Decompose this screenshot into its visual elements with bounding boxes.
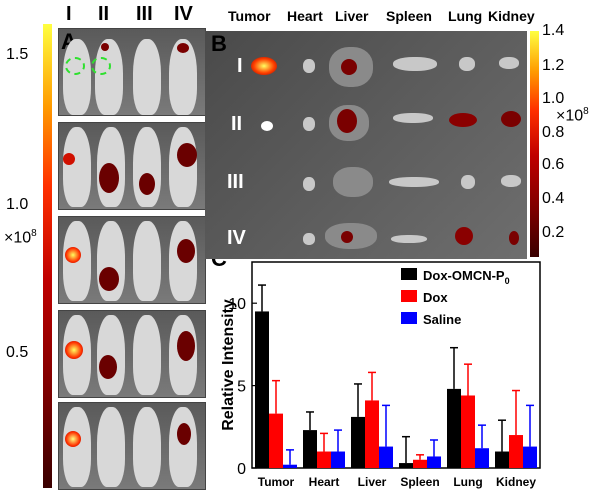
group-label: III bbox=[136, 3, 153, 25]
bar bbox=[317, 451, 331, 468]
group-label: IV bbox=[174, 3, 193, 25]
panel-a-colorbar bbox=[43, 24, 52, 488]
panel-b-colorbar-tick: 0.2 bbox=[542, 224, 565, 241]
bar bbox=[413, 459, 427, 468]
panel-b-colorbar-multiplier: ×108 bbox=[556, 106, 589, 125]
mouse-image-row-2 bbox=[58, 122, 206, 210]
organ-image-panel: B I II III IV bbox=[205, 31, 527, 259]
bar bbox=[283, 464, 297, 468]
mouse-image-row-5 bbox=[58, 402, 206, 490]
column-label-heart: Heart bbox=[287, 8, 323, 24]
legend-swatch bbox=[401, 312, 417, 324]
bar bbox=[509, 435, 523, 468]
bar bbox=[303, 430, 317, 468]
column-label-liver: Liver bbox=[335, 8, 369, 24]
bar bbox=[495, 451, 509, 468]
row-label: III bbox=[227, 171, 244, 193]
bar bbox=[427, 456, 441, 468]
column-label-spleen: Spleen bbox=[386, 8, 432, 24]
bar bbox=[331, 451, 345, 468]
panel-b-colorbar-tick: 0.8 bbox=[542, 124, 565, 141]
column-label-lung: Lung bbox=[448, 8, 483, 24]
bar bbox=[351, 416, 365, 468]
bar bbox=[255, 311, 269, 468]
row-label: I bbox=[237, 55, 243, 77]
mouse-image-row-1: A bbox=[58, 28, 206, 116]
bar bbox=[365, 400, 379, 468]
x-tick-label: Lung bbox=[453, 475, 482, 489]
plot-frame bbox=[251, 261, 541, 469]
panel-b-colorbar-tick: 0.4 bbox=[542, 190, 565, 207]
column-label-tumor: Tumor bbox=[228, 8, 271, 24]
x-tick-label: Tumor bbox=[258, 475, 295, 489]
panel-b-label: B bbox=[211, 31, 227, 56]
legend-label: Dox bbox=[423, 290, 448, 305]
panel-a-colorbar-multiplier: ×108 bbox=[4, 228, 37, 247]
mouse-image-row-3 bbox=[58, 216, 206, 304]
panel-c-label: C bbox=[211, 259, 227, 271]
legend-swatch bbox=[401, 290, 417, 302]
bar bbox=[475, 448, 489, 468]
panel-b-colorbar bbox=[530, 31, 539, 257]
legend-swatch bbox=[401, 268, 417, 280]
bar bbox=[447, 388, 461, 468]
bar bbox=[269, 413, 283, 468]
x-tick-label: Heart bbox=[309, 475, 340, 489]
panel-b-colorbar-tick: 1.4 bbox=[542, 22, 565, 39]
column-label-kidney: Kidney bbox=[488, 8, 535, 24]
mouse-image-row-4 bbox=[58, 310, 206, 398]
group-label: II bbox=[98, 3, 110, 25]
panel-a-colorbar-tick: 1.5 bbox=[6, 46, 29, 63]
panel-a-colorbar-tick: 1.0 bbox=[6, 196, 29, 213]
x-tick-label: Kidney bbox=[496, 475, 536, 489]
y-tick-label: 5 bbox=[237, 379, 246, 396]
y-tick-label: 10 bbox=[228, 296, 246, 313]
panel-a-colorbar-tick: 0.5 bbox=[6, 344, 29, 361]
bar bbox=[461, 395, 475, 468]
row-label: II bbox=[231, 113, 243, 135]
y-axis-label: Relative Intensity bbox=[220, 299, 237, 431]
x-tick-label: Liver bbox=[358, 475, 387, 489]
panel-b-colorbar-tick: 1.2 bbox=[542, 57, 565, 74]
panel-b-colorbar-tick: 1.0 bbox=[542, 90, 565, 107]
panel-b-colorbar-tick: 0.6 bbox=[542, 156, 565, 173]
bar bbox=[523, 446, 537, 468]
bar bbox=[379, 446, 393, 468]
legend-label: Dox-OMCN-P0 bbox=[423, 268, 510, 286]
row-label: IV bbox=[227, 227, 246, 249]
x-tick-label: Spleen bbox=[400, 475, 439, 489]
legend-label: Saline bbox=[423, 312, 461, 327]
y-tick-label: 0 bbox=[237, 461, 246, 478]
bar bbox=[399, 463, 413, 468]
group-label: I bbox=[66, 3, 72, 25]
